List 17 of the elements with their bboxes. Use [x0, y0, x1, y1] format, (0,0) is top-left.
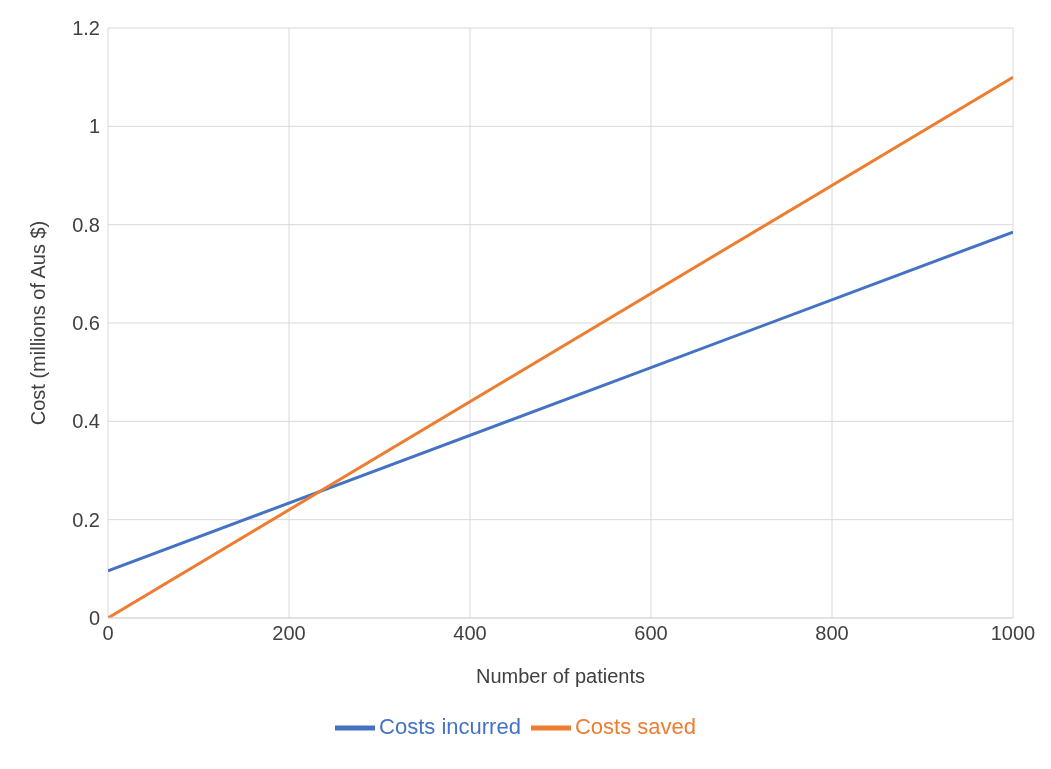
y-tick-label: 0.2 — [72, 508, 100, 531]
x-tick-label: 200 — [272, 622, 306, 645]
y-axis-title: Cost (millions of Aus $) — [27, 220, 50, 426]
y-tick-label: 1 — [88, 115, 100, 138]
y-tick-label: 0.8 — [72, 213, 100, 236]
y-tick-label: 0.4 — [72, 410, 100, 433]
y-tick-label: 0 — [88, 607, 100, 630]
x-tick-label: 600 — [634, 622, 668, 645]
legend-label: Costs incurred — [379, 713, 521, 739]
x-tick-label: 400 — [453, 622, 487, 645]
legend-label: Costs saved — [574, 713, 696, 739]
x-tick-label: 1000 — [990, 622, 1036, 645]
x-tick-label: 0 — [102, 622, 114, 645]
y-tick-label: 0.6 — [72, 312, 100, 335]
y-tick-label: 1.2 — [72, 17, 100, 40]
x-axis-title: Number of patients — [476, 665, 645, 687]
x-tick-label: 800 — [815, 622, 849, 645]
